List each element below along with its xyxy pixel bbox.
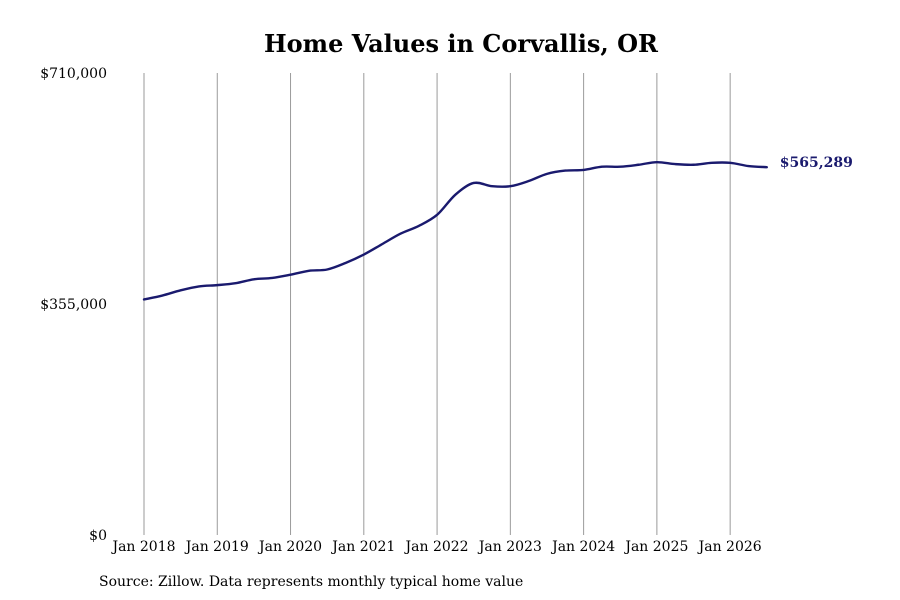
series-end-value-label: $565,289 (780, 155, 853, 171)
x-tick-label: Jan 2018 (110, 539, 175, 555)
x-tick-label: Jan 2022 (404, 539, 469, 555)
series-layer: $565,289 (142, 155, 853, 301)
y-tick-label: $710,000 (40, 66, 107, 82)
x-tick-label: Jan 2023 (477, 539, 542, 555)
y-tick-label: $0 (89, 528, 107, 544)
x-tick-label: Jan 2026 (697, 539, 762, 555)
y-axis-tick-labels: $0 $355,000 $710,000 (40, 66, 107, 544)
x-tick-label: Jan 2019 (184, 539, 249, 555)
series-line (142, 160, 768, 301)
x-tick-label: Jan 2020 (257, 539, 322, 555)
x-tick-label: Jan 2025 (623, 539, 688, 555)
y-tick-label: $355,000 (40, 297, 107, 313)
x-axis-tick-labels: Jan 2018 Jan 2019 Jan 2020 Jan 2021 Jan 2022… (110, 539, 761, 555)
chart-title: Home Values in Corvallis, OR (264, 29, 659, 58)
x-tick-label: Jan 2024 (550, 539, 615, 555)
x-tick-label: Jan 2021 (330, 539, 395, 555)
source-note: Source: Zillow. Data represents monthly … (99, 574, 523, 590)
vertical-gridlines (143, 73, 731, 535)
